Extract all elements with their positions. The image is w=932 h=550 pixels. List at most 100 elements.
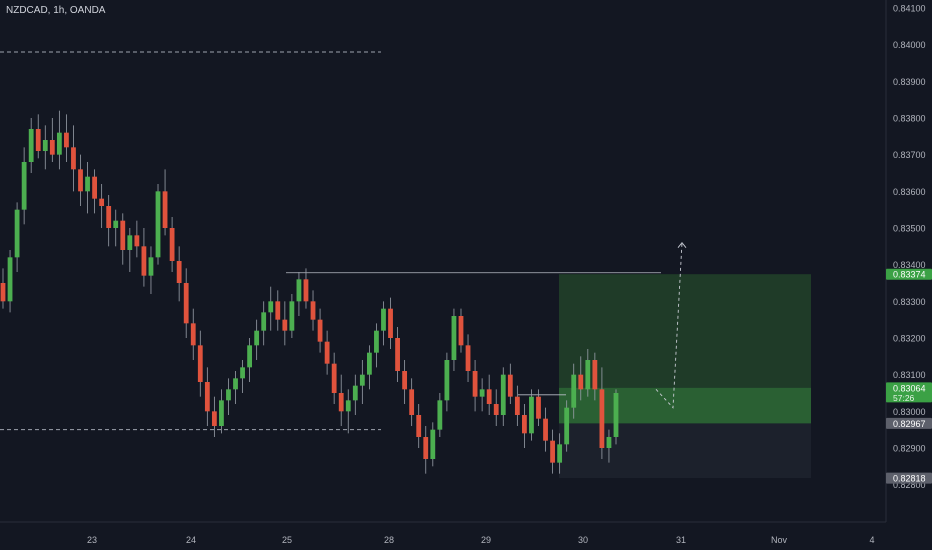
candle: [338, 374, 344, 426]
candle-body: [486, 389, 492, 404]
candle-body: [374, 330, 379, 353]
candle: [190, 308, 196, 360]
candle-body: [7, 257, 13, 302]
candle-body: [261, 312, 267, 331]
candle: [106, 195, 112, 247]
candle-body: [599, 389, 605, 448]
candle-body: [42, 140, 48, 151]
candle-body: [557, 444, 563, 463]
candle-body: [127, 235, 133, 250]
candle-body: [381, 308, 386, 331]
current-price-label-bg: [886, 382, 932, 403]
candle-body: [56, 132, 62, 155]
price-tick-label: 0.83700: [893, 150, 926, 160]
candle-body: [35, 129, 41, 151]
time-tick-label: 4: [869, 535, 874, 545]
candle-body: [240, 367, 245, 379]
candle-body: [247, 345, 253, 368]
candle: [162, 169, 168, 236]
stop-loss-label: 0.82818: [893, 474, 926, 484]
candle: [395, 327, 400, 382]
candle: [35, 114, 41, 159]
candle-body: [134, 235, 140, 247]
candle: [458, 308, 464, 353]
candle: [381, 301, 386, 346]
candle-body: [472, 371, 478, 397]
candle: [240, 360, 245, 393]
candle: [197, 330, 203, 397]
loss-zone: [559, 423, 811, 479]
candle: [571, 363, 577, 419]
candle-body: [585, 360, 591, 390]
candle-body: [522, 415, 527, 434]
candle: [275, 290, 281, 331]
candle: [430, 422, 436, 467]
candle: [113, 209, 119, 247]
candle: [529, 389, 534, 441]
candle-body: [500, 374, 506, 415]
candle-body: [493, 404, 499, 415]
projection-line: [655, 242, 683, 409]
candle: [120, 213, 126, 265]
candle-body: [606, 437, 612, 448]
time-tick-label: 24: [186, 535, 196, 545]
candle: [493, 389, 499, 426]
price-tick-label: 0.84100: [893, 4, 926, 14]
take-profit-label-bg: [886, 268, 932, 280]
candle: [444, 352, 450, 412]
level-lines[interactable]: [0, 51, 661, 431]
candle-body: [423, 437, 429, 459]
candle: [226, 378, 231, 415]
candle: [543, 407, 548, 452]
candle-body: [254, 330, 260, 346]
profit-zone-filled: [559, 387, 811, 424]
candle-body: [550, 440, 555, 463]
candle-body: [141, 246, 147, 276]
symbol-title[interactable]: NZDCAD, 1h, OANDA: [6, 5, 106, 16]
candle: [49, 118, 55, 162]
candle-body: [219, 400, 224, 426]
candle-body: [155, 191, 161, 258]
candles[interactable]: [0, 110, 619, 474]
current-price-label: 0.83064: [893, 383, 926, 393]
candle-body: [176, 261, 182, 283]
candle: [465, 334, 471, 382]
candle: [388, 297, 393, 349]
candle-body: [268, 301, 274, 313]
candle-body: [120, 220, 126, 250]
candle-body: [416, 415, 422, 437]
candle: [261, 301, 267, 346]
candle: [78, 154, 83, 206]
candle: [479, 378, 485, 412]
candle: [472, 360, 478, 412]
candle-body: [430, 429, 436, 459]
price-tick-label: 0.83400: [893, 260, 926, 270]
candle: [507, 363, 513, 404]
time-tick-label: 29: [481, 535, 491, 545]
candle-body: [282, 319, 288, 331]
candle-body: [183, 283, 189, 324]
price-tick-label: 0.83200: [893, 334, 926, 344]
candle-body: [409, 389, 415, 415]
time-tick-label: 25: [282, 535, 292, 545]
candle: [536, 389, 541, 426]
candle: [345, 389, 351, 434]
time-tick-label: Nov: [771, 535, 788, 545]
countdown-label: 57:26: [893, 393, 915, 403]
time-tick-label: 31: [676, 535, 686, 545]
candle-body: [317, 319, 323, 342]
candle-body: [92, 176, 97, 199]
candle: [134, 220, 140, 258]
candle-body: [352, 385, 358, 401]
price-tick-label: 0.83000: [893, 407, 926, 417]
candle-body: [204, 382, 210, 412]
candle: [303, 268, 309, 309]
candle: [317, 308, 323, 353]
candle: [21, 147, 27, 225]
candle-body: [0, 283, 6, 302]
candle: [451, 308, 457, 371]
candle: [522, 404, 527, 448]
candle-body: [451, 316, 457, 360]
candle-body: [543, 418, 548, 441]
